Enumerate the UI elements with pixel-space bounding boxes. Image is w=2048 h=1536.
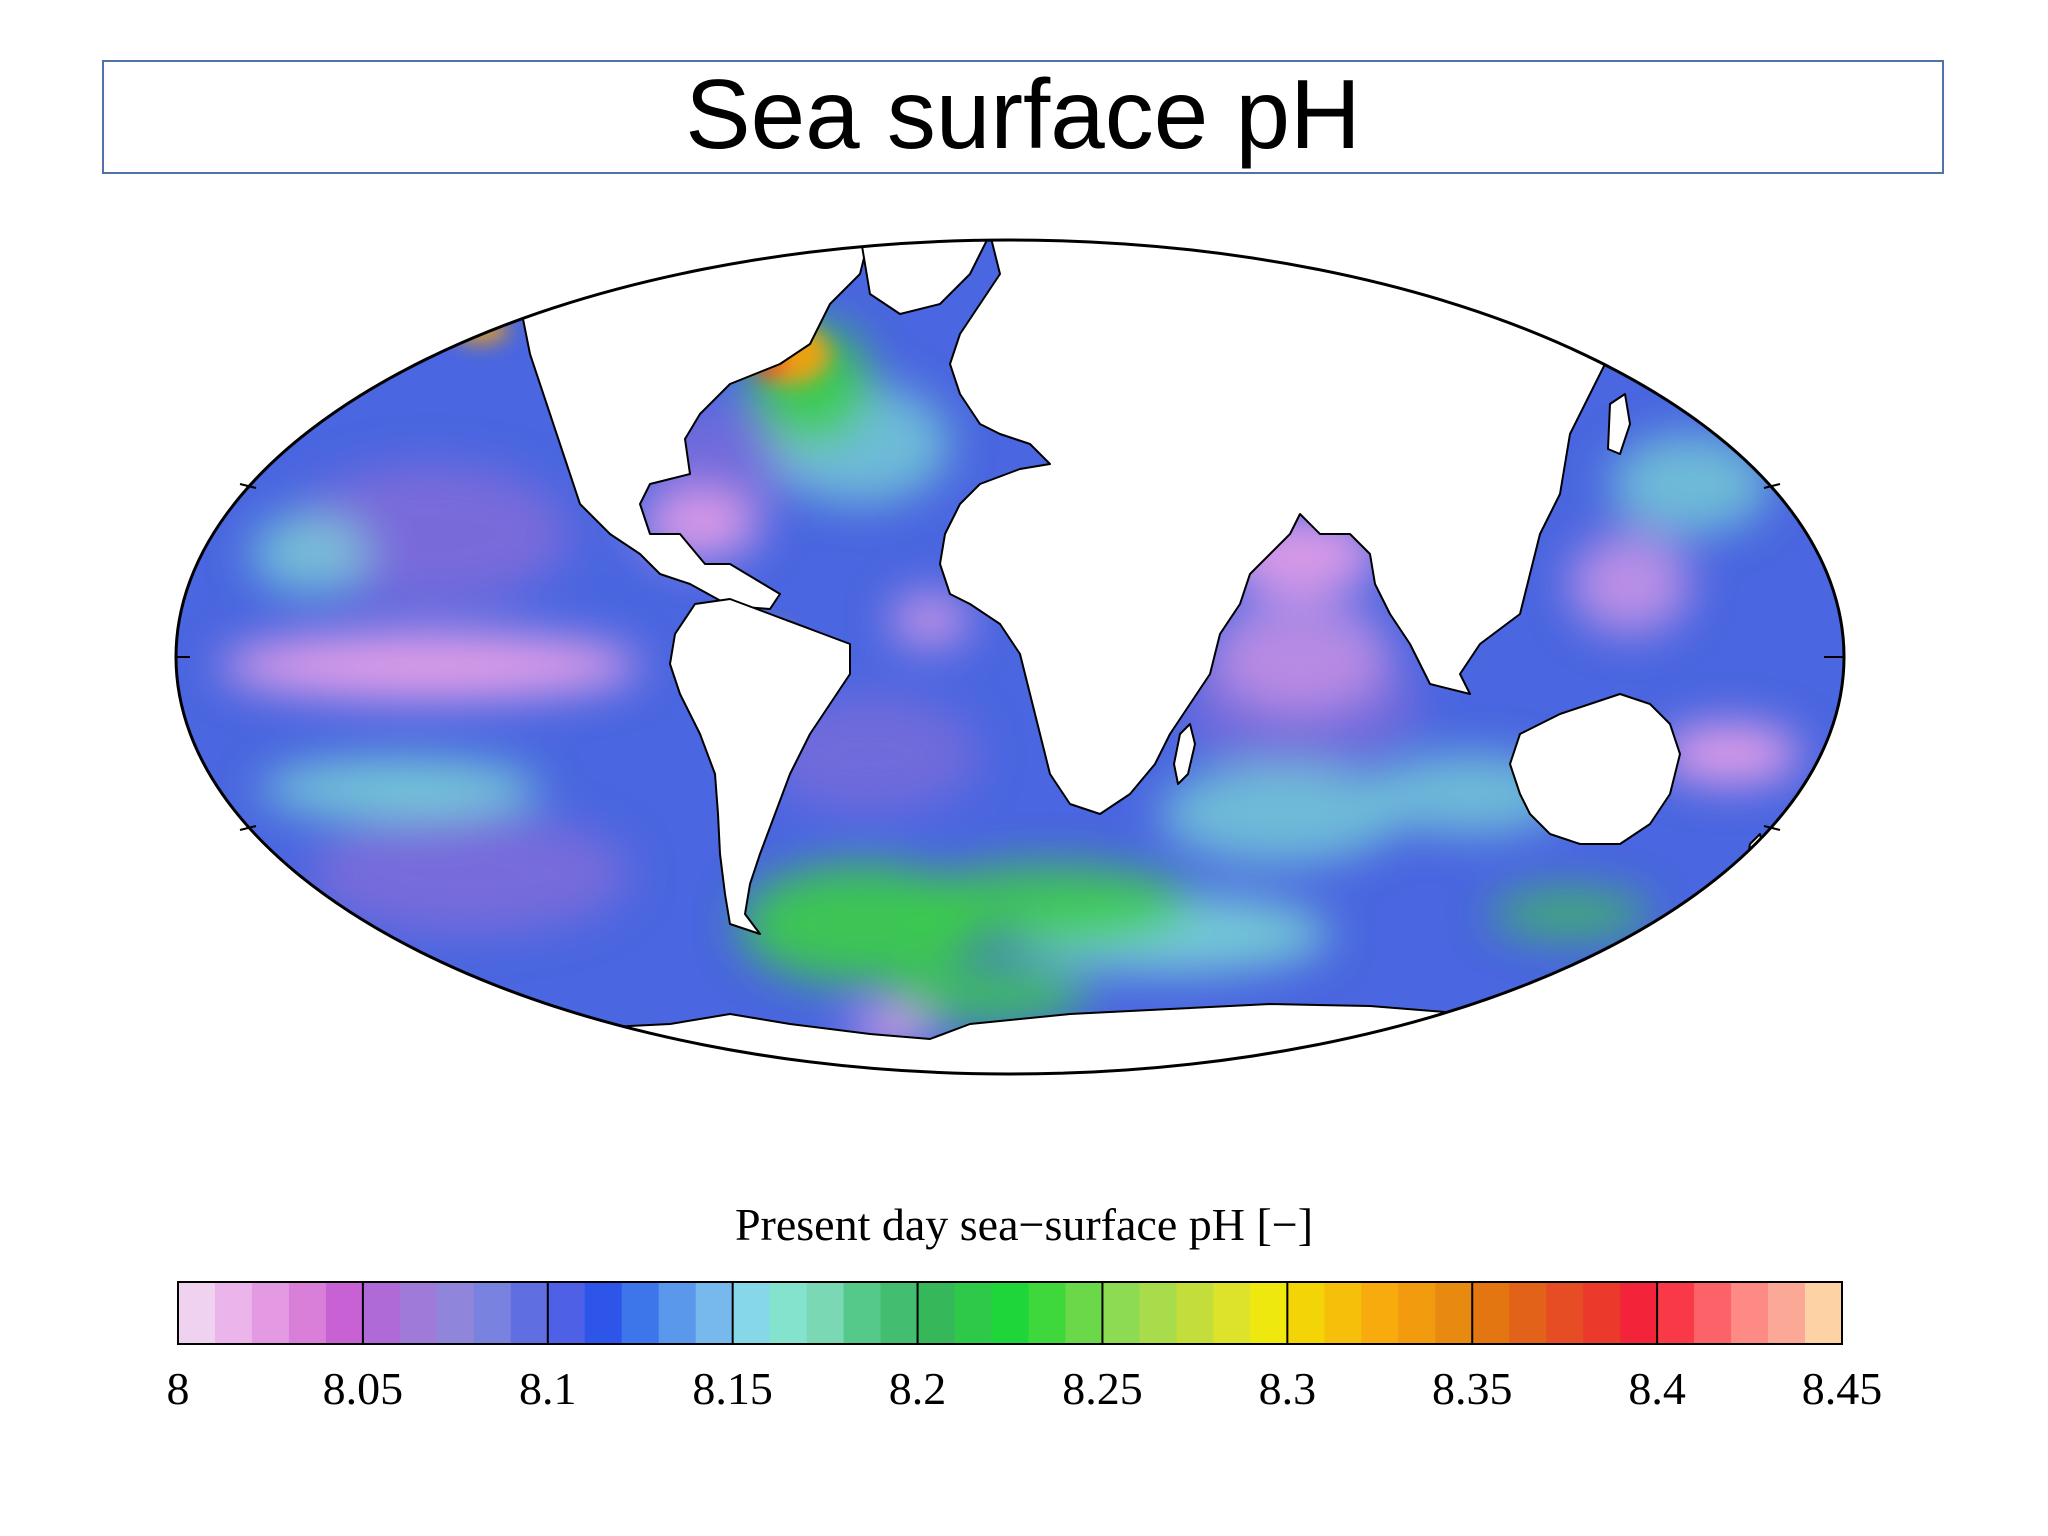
colorbar-cell [954, 1282, 993, 1344]
pink-region [220, 632, 640, 700]
colorbar-cell [1435, 1282, 1473, 1344]
colorbar-cell [1324, 1282, 1362, 1344]
teal-region [260, 759, 540, 819]
colorbar-cell [991, 1282, 1030, 1344]
colorbar-cells [178, 1282, 1843, 1344]
colorbar-cell [1768, 1282, 1806, 1344]
pink-region [1660, 724, 1800, 784]
colorbar-cell [288, 1282, 327, 1344]
colorbar-cell [1694, 1282, 1732, 1344]
land-greenland [859, 240, 991, 315]
frame-tick [1763, 483, 1781, 489]
land-masses [176, 240, 1844, 1074]
colorbar-cell [695, 1282, 734, 1344]
colorbar-tick-label: 8 [167, 1363, 190, 1414]
orange-region [452, 315, 508, 343]
land-eurasia-africa [939, 240, 1621, 815]
red-region [1520, 304, 1560, 324]
colorbar-cell [399, 1282, 438, 1344]
colorbar-cell [806, 1282, 845, 1344]
colorbar-cell [732, 1282, 771, 1344]
pink-region [890, 594, 970, 646]
ocean-ph-field [176, 240, 1844, 1074]
colorbar-tick-labels: 8 8.05 8.1 8.15 8.2 8.25 8.3 8.35 8.4 8.45 [167, 1363, 1883, 1414]
teal-region [1160, 764, 1400, 864]
colorbar-cell [769, 1282, 808, 1344]
teal-region [250, 514, 370, 594]
colorbar-cell [1805, 1282, 1843, 1344]
colorbar-tick-label: 8.25 [1062, 1363, 1143, 1414]
pink-region [1570, 534, 1690, 634]
pink-region [1210, 594, 1390, 714]
colorbar-cell [1731, 1282, 1769, 1344]
colorbar-cell [214, 1282, 253, 1344]
colorbar-cell [178, 1282, 216, 1344]
colorbar-cell [1472, 1282, 1510, 1344]
land-australia [1509, 693, 1681, 845]
colorbar-cell [843, 1282, 882, 1344]
frame-tick [239, 483, 257, 489]
colorbar-cell [917, 1282, 956, 1344]
green-region [910, 864, 1190, 944]
green-region [1490, 890, 1650, 938]
colorbar-cell [510, 1282, 549, 1344]
land-north-america [514, 240, 871, 610]
colorbar-cell [1620, 1282, 1658, 1344]
land-madagascar [1173, 723, 1196, 785]
colorbar-cell [251, 1282, 290, 1344]
colorbar-cell [1509, 1282, 1547, 1344]
deep-region [310, 814, 630, 934]
colorbar-cell [1287, 1282, 1325, 1344]
colorbar-cell [547, 1282, 586, 1344]
colorbar-tick-label: 8.1 [519, 1363, 577, 1414]
page-title: Sea surface pH [685, 59, 1361, 169]
colorbar: 8 8.05 8.1 8.15 8.2 8.25 8.3 8.35 8.4 8.45 [167, 1281, 1882, 1414]
frame-tick [239, 825, 257, 831]
ph-blobs [220, 304, 1800, 1047]
colorbar-cell [880, 1282, 919, 1344]
teal-region [1610, 434, 1770, 534]
colorbar-cell [1139, 1282, 1177, 1344]
colorbar-tick-label: 8.35 [1432, 1363, 1513, 1414]
colorbar-cell [658, 1282, 697, 1344]
green-region [890, 964, 1090, 1024]
colorbar-tick-label: 8.2 [889, 1363, 947, 1414]
colorbar-cell [1176, 1282, 1214, 1344]
colorbar-cell [1213, 1282, 1251, 1344]
frame-tick [1763, 825, 1781, 831]
colorbar-cell [325, 1282, 364, 1344]
colorbar-cell [1102, 1282, 1141, 1344]
colorbar-cell [1546, 1282, 1584, 1344]
colorbar-cell [621, 1282, 660, 1344]
colorbar-cell [1028, 1282, 1067, 1344]
colorbar-ticks [177, 1282, 1843, 1344]
map-frame-ticks [176, 483, 1844, 831]
title-box: Sea surface pH [102, 60, 1944, 174]
colorbar-cell [436, 1282, 475, 1344]
colorbar-cell [1065, 1282, 1104, 1344]
colorbar-tick-label: 8.15 [692, 1363, 773, 1414]
land-japan [1607, 393, 1631, 455]
colorbar-tick-label: 8.45 [1802, 1363, 1883, 1414]
world-map [174, 238, 1846, 1076]
colorbar-cell [473, 1282, 512, 1344]
colorbar-title: Present day sea−surface pH [−] [734, 1199, 1314, 1250]
land-south-america [669, 598, 851, 935]
colorbar-cell [1361, 1282, 1399, 1344]
colorbar-tick-label: 8.05 [323, 1363, 404, 1414]
colorbar-cell [362, 1282, 401, 1344]
colorbar-cell [1398, 1282, 1436, 1344]
colorbar-cell [1250, 1282, 1288, 1344]
colorbar-tick-label: 8.3 [1259, 1363, 1317, 1414]
colorbar-cell [1583, 1282, 1621, 1344]
colorbar-tick-label: 8.4 [1628, 1363, 1686, 1414]
colorbar-cell [584, 1282, 623, 1344]
colorbar-cell [1657, 1282, 1695, 1344]
